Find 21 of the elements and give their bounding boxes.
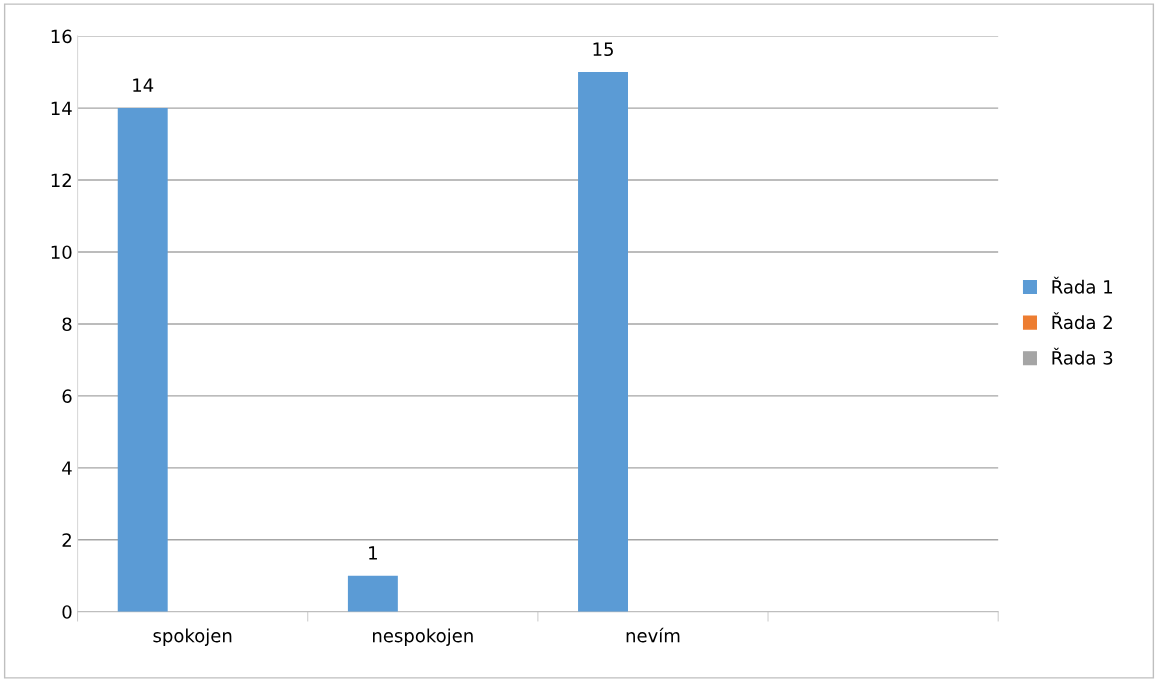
data-label: 14: [133, 78, 154, 92]
y-tick-label: 8: [62, 317, 72, 332]
bar: [117, 108, 168, 612]
x-tick-label: spokojen: [153, 628, 232, 646]
legend-label: Řada 3: [1052, 347, 1113, 365]
legend-label: Řada 1: [1052, 276, 1113, 294]
legend-label: Řada 2: [1052, 312, 1112, 330]
y-tick-label: 12: [51, 173, 71, 187]
data-label: 1: [369, 546, 377, 560]
y-tick-label: 6: [62, 389, 72, 404]
y-tick-label: 0: [62, 605, 72, 619]
x-tick-label: nevím: [626, 627, 680, 643]
y-tick-label: 14: [51, 101, 72, 115]
bar: [347, 575, 398, 612]
bar: [578, 72, 628, 612]
y-tick-label: 2: [62, 533, 71, 547]
x-tick-label: nespokojen: [373, 628, 473, 646]
y-tick-label: 4: [62, 461, 72, 475]
data-label: 15: [593, 42, 613, 57]
y-tick-label: 16: [51, 29, 72, 44]
y-tick-label: 10: [51, 245, 72, 260]
